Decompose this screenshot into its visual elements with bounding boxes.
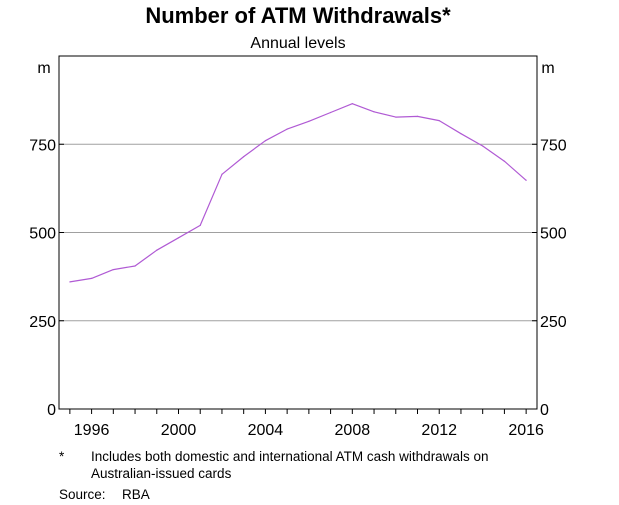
y-axis-unit-right: m: [541, 60, 554, 77]
chart-subtitle: Annual levels: [250, 35, 345, 52]
data-point-2004: [264, 140, 267, 142]
x-tick-label-3: 2008: [335, 422, 371, 439]
x-tick-label-5: 2016: [508, 422, 544, 439]
source-label: Source:: [59, 487, 106, 502]
data-point-2015: [503, 160, 506, 162]
y-tick-label-left-2: 500: [29, 226, 56, 243]
data-point-2002: [221, 173, 223, 175]
x-tick-label-1: 2000: [161, 422, 197, 439]
data-point-1999: [156, 249, 158, 251]
data-point-2012: [438, 119, 440, 122]
y-tick-label-right-1: 250: [540, 314, 567, 331]
data-point-1996: [90, 277, 93, 279]
footnote-text-line-1: Includes both domestic and international…: [91, 449, 489, 464]
data-point-2007: [329, 111, 332, 114]
footnote-marker: *: [59, 449, 65, 464]
data-point-2010: [395, 116, 397, 118]
y-tick-label-right-3: 750: [540, 137, 567, 154]
y-tick-label-left-0: 0: [47, 402, 56, 419]
x-tick-label-2: 2004: [248, 422, 284, 439]
chart-title: Number of ATM Withdrawals*: [145, 3, 451, 28]
data-point-2008: [351, 103, 353, 105]
data-point-2016: [525, 179, 527, 181]
data-point-2000: [177, 237, 180, 239]
data-point-2009: [373, 111, 375, 113]
data-point-2013: [460, 133, 462, 135]
y-tick-label-left-1: 250: [29, 314, 56, 331]
data-point-1995: [69, 281, 71, 283]
y-axis-unit-left: m: [37, 60, 50, 77]
y-tick-label-right-2: 500: [540, 226, 567, 243]
x-tick-label-0: 1996: [74, 422, 110, 439]
data-point-2014: [482, 145, 484, 147]
data-point-2011: [416, 115, 419, 117]
data-point-2006: [308, 120, 310, 122]
series-line-0: [69, 103, 527, 283]
x-tick-label-4: 2012: [421, 422, 457, 439]
source-value: RBA: [122, 487, 150, 502]
plot-frame: [58, 55, 538, 410]
data-point-1997: [112, 268, 114, 271]
footnote-text-line-2: Australian-issued cards: [91, 466, 232, 481]
data-point-2005: [286, 128, 288, 130]
data-point-2001: [199, 224, 201, 227]
y-tick-label-right-0: 0: [540, 402, 549, 419]
data-point-2003: [243, 156, 245, 158]
data-point-1998: [134, 265, 136, 267]
y-tick-label-left-3: 750: [29, 137, 56, 154]
